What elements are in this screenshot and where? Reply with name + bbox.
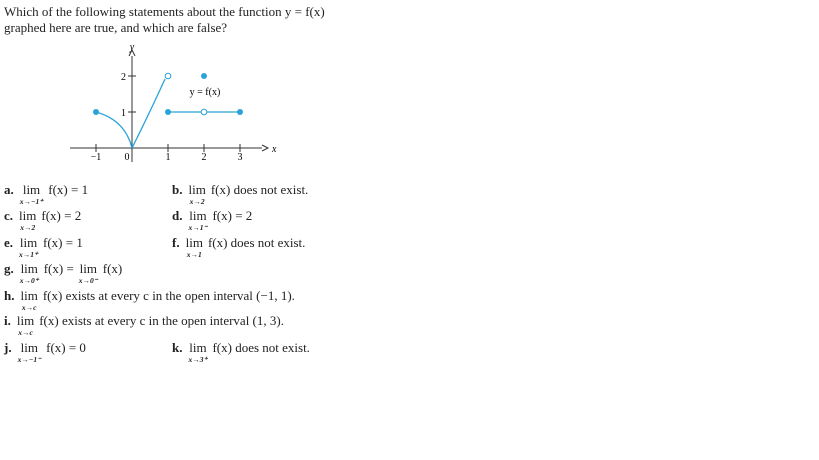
x-tick-label: 2	[202, 152, 207, 163]
limit: lim x→1	[186, 235, 203, 259]
item-letter: j.	[4, 340, 12, 355]
dot	[201, 73, 207, 79]
limit: lim x→c	[17, 313, 34, 337]
lim-word: lim	[19, 208, 37, 223]
statement: k. lim x→3⁺ f(x) does not exist.	[172, 340, 315, 364]
item-letter: g.	[4, 261, 14, 276]
statement: b. lim x→2 f(x) does not exist.	[172, 182, 313, 206]
statement: a. lim x→−1⁺ f(x) = 1	[4, 182, 93, 206]
item-letter: c.	[4, 208, 14, 223]
statement: i. lim x→c f(x) exists at every c in the op…	[4, 313, 289, 337]
x-tick-label: 3	[238, 152, 243, 163]
lim-subscript: x→0⁺	[19, 276, 39, 285]
lim-subscript: x→2	[189, 197, 205, 206]
lim-word: lim	[20, 288, 38, 303]
open-dot	[200, 108, 208, 116]
graph: −1 0 1 2 3 1 2 x y y = f(x)	[70, 42, 277, 163]
lim-word: lim	[189, 340, 207, 355]
item-letter: a.	[4, 182, 14, 197]
item-letter: d.	[172, 208, 183, 223]
statement: g. lim x→0⁺ f(x) = lim x→0⁻ f(x)	[4, 261, 127, 285]
statement-text: f(x)	[102, 261, 123, 276]
statement: j. lim x→−1⁻ f(x) = 0	[4, 340, 91, 364]
statement-text: f(x) does not exist.	[212, 340, 310, 355]
lim-word: lim	[189, 208, 207, 223]
lim-subscript: x→0⁻	[78, 276, 98, 285]
question-line: Which of the following statements about …	[4, 4, 325, 19]
x-tick-label: 0	[125, 152, 130, 163]
limit: lim x→c	[20, 288, 37, 312]
statement-text: f(x) does not exist.	[210, 182, 309, 197]
y-arrow	[128, 48, 136, 57]
limit: lim x→0⁺	[20, 261, 39, 285]
lim-word: lim	[185, 235, 203, 250]
statement-text: f(x) exists at every c in the open inter…	[39, 313, 284, 328]
y-tick-label: 2	[121, 72, 126, 83]
statement: c. lim x→2 f(x) = 2	[4, 208, 86, 232]
statement: d. lim x→1⁻ f(x) = 2	[172, 208, 257, 232]
limit: lim x→1⁺	[19, 235, 38, 259]
item-letter: i.	[4, 313, 11, 328]
statement-text: f(x) = 2	[212, 208, 253, 223]
x-tick-label: −1	[91, 152, 102, 163]
statement: e. lim x→1⁺ f(x) = 1	[4, 235, 88, 259]
lim-word: lim	[188, 182, 206, 197]
item-letter: h.	[4, 288, 15, 303]
y-axis-label: y	[129, 42, 135, 53]
limit: lim x→3⁺	[188, 340, 207, 364]
lim-subscript: x→3⁺	[188, 355, 208, 364]
dot	[237, 109, 243, 115]
statement-text: f(x) = 0	[46, 340, 86, 355]
statement-text: f(x) = 1	[48, 182, 89, 197]
item-letter: e.	[4, 235, 14, 250]
lim-subscript: x→1⁺	[19, 250, 38, 259]
lim-word: lim	[22, 182, 41, 197]
item-letter: f.	[172, 235, 180, 250]
item-letter: b.	[172, 182, 183, 197]
lim-subscript: x→1⁻	[188, 223, 208, 232]
statement-text: f(x) does not exist.	[207, 235, 306, 250]
statement-text: f(x) =	[43, 261, 74, 276]
curve-right	[131, 78, 166, 149]
item-letter: k.	[172, 340, 183, 355]
dot	[165, 109, 171, 115]
lim-word: lim	[79, 261, 97, 276]
lim-subscript: x→c	[21, 303, 37, 312]
lim-word: lim	[20, 261, 38, 276]
limit: lim x→−1⁺	[20, 182, 44, 206]
x-tick-label: 1	[166, 152, 171, 163]
lim-subscript: x→1	[186, 250, 202, 259]
lim-word: lim	[16, 313, 35, 328]
curve-left	[95, 111, 133, 149]
statement: f. lim x→1 f(x) does not exist.	[172, 235, 310, 259]
lim-word: lim	[20, 340, 39, 355]
limit: lim x→−1⁻	[18, 340, 42, 364]
limit: lim x→2	[188, 182, 205, 206]
limit: lim x→2	[19, 208, 36, 232]
y-tick-label: 1	[121, 108, 126, 119]
question-line: graphed here are true, and which are fal…	[4, 20, 228, 35]
dot	[93, 109, 99, 115]
lim-subscript: x→−1⁻	[17, 355, 42, 364]
lim-subscript: x→c	[18, 328, 33, 337]
function-label: y = f(x)	[190, 87, 221, 98]
open-dot	[164, 72, 172, 80]
x-arrow	[261, 144, 270, 152]
lim-subscript: x→−1⁺	[19, 197, 44, 206]
statement: h. lim x→c f(x) exists at every c in the op…	[4, 288, 300, 312]
statement-text: f(x) = 1	[43, 235, 83, 250]
lim-word: lim	[19, 235, 38, 250]
limit: lim x→1⁻	[188, 208, 207, 232]
lim-subscript: x→2	[20, 223, 36, 232]
statement-text: f(x) = 2	[41, 208, 82, 223]
limit: lim x→0⁻	[79, 261, 98, 285]
x-axis-label: x	[271, 144, 277, 155]
statement-text: f(x) exists at every c in the open inter…	[42, 288, 295, 303]
